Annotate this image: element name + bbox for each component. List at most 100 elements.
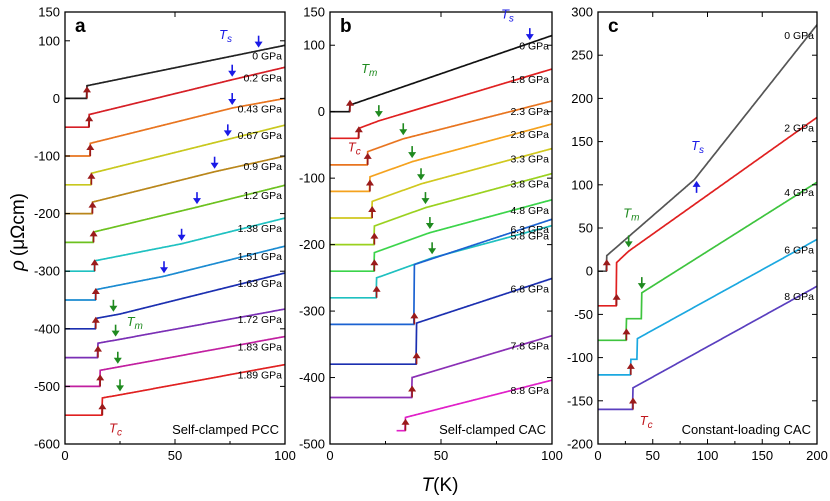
tc-arrow-b-4-head xyxy=(368,206,377,213)
tm-arrow-a-9-head xyxy=(111,330,120,337)
y-tick-label-b-5: -300 xyxy=(299,304,325,319)
curve-label-a-8: 1.63 GPa xyxy=(238,278,283,290)
tc-label-c: Tc xyxy=(640,413,653,431)
tc-arrow-a-9-head xyxy=(94,345,102,352)
tc-arrow-b-8-head xyxy=(410,312,419,319)
x-tick-label-b-0: 0 xyxy=(326,448,333,463)
series-line-a-1 xyxy=(65,66,285,129)
panel-title-b: Self-clamped CAC xyxy=(439,422,546,437)
tm-arrow-a-8-head xyxy=(109,305,118,312)
ts-arrow-a-3-head xyxy=(223,130,232,137)
y-tick-label-b-1: 100 xyxy=(303,38,325,53)
curve-label-b-8: 6.3 GPa xyxy=(510,224,549,236)
ts-label-c: Ts xyxy=(691,138,704,156)
x-tick-label-c-4: 200 xyxy=(806,448,828,463)
ts-arrow-a-0-head xyxy=(254,41,263,48)
ts-arrow-a-1-head xyxy=(228,70,237,77)
tc-label-b: Tc xyxy=(348,140,361,158)
ts-arrow-b-0-head xyxy=(525,34,534,41)
tm-arrow-c-2-head xyxy=(637,283,646,290)
y-tick-label-a-8: -600 xyxy=(34,437,60,452)
panel-letter-c: c xyxy=(608,16,619,37)
curve-label-b-10: 7.8 GPa xyxy=(510,341,549,353)
tc-arrow-a-6-head xyxy=(90,259,99,266)
series-line-b-2 xyxy=(330,100,552,166)
y-tick-label-c-9: -150 xyxy=(567,393,593,408)
series-line-a-6 xyxy=(65,217,285,273)
ts-arrow-c-0-head xyxy=(692,180,701,187)
y-tick-label-a-2: 0 xyxy=(53,91,60,106)
panel-b: 0 50 100 150 100 0 -100 -200 -300 -400 -500 0 GPa 1.… xyxy=(299,5,563,464)
y-tick-label-a-7: -500 xyxy=(34,379,60,394)
tm-arrow-b-6-head xyxy=(425,223,434,230)
tc-arrow-a-7-head xyxy=(91,288,100,294)
curve-label-a-1: 0.2 GPa xyxy=(243,72,282,84)
tc-arrow-a-2-head xyxy=(86,144,95,150)
ts-label-b: Ts xyxy=(501,7,514,25)
tc-arrow-b-11-head xyxy=(401,418,410,425)
ts-arrow-a-4-head xyxy=(210,162,219,169)
series-line-a-8 xyxy=(65,272,285,330)
curve-label-c-3: 6 GPa xyxy=(784,244,814,256)
curve-label-b-5: 3.8 GPa xyxy=(510,179,549,191)
panel-title-a: Self-clamped PCC xyxy=(172,422,279,437)
x-axis-title: T(K) xyxy=(422,475,459,496)
y-tick-label-a-0: 150 xyxy=(38,5,60,20)
tc-arrow-a-4-head xyxy=(88,201,97,208)
series-line-a-2 xyxy=(65,97,285,157)
tm-arrow-b-4-head xyxy=(417,174,426,181)
panel-letter-b: b xyxy=(340,16,352,37)
tc-arrow-a-0-head xyxy=(83,86,91,93)
x-tick-label-a-0: 0 xyxy=(61,448,68,463)
y-tick-label-c-6: 0 xyxy=(586,264,593,279)
tm-arrow-b-7-head xyxy=(428,248,437,255)
curves-c xyxy=(598,24,817,411)
x-tick-label-c-3: 150 xyxy=(751,448,773,463)
panel-c: 0 50 100 150 200 300 250 200 150 100 50 0 -50 -100 -15… xyxy=(567,5,828,464)
curve-label-c-2: 4 GPa xyxy=(784,187,814,199)
curve-label-c-1: 2 GPa xyxy=(784,122,814,134)
tm-label-a: Tm xyxy=(127,314,143,332)
tm-arrow-a-10-head xyxy=(113,357,122,364)
series-line-b-10 xyxy=(330,334,552,399)
tm-arrow-b-1-head xyxy=(374,111,383,118)
x-tick-label-a-2: 100 xyxy=(274,448,296,463)
curves-b xyxy=(330,34,552,432)
y-tick-label-c-5: 50 xyxy=(579,221,593,236)
y-tick-label-c-10: -200 xyxy=(567,437,593,452)
series-line-b-0 xyxy=(330,34,552,113)
tm-arrow-b-3-head xyxy=(408,152,417,159)
y-tick-label-a-1: 100 xyxy=(38,33,60,48)
curve-label-b-6: 4.8 GPa xyxy=(510,205,549,217)
x-tick-label-c-1: 50 xyxy=(646,448,660,463)
tc-arrow-b-7-head xyxy=(372,285,381,292)
ts-arrow-a-7-head xyxy=(160,267,168,274)
curve-label-b-9: 6.8 GPa xyxy=(510,283,549,295)
ts-label-a: Ts xyxy=(219,27,232,45)
y-tick-label-a-6: -400 xyxy=(34,321,60,336)
curve-label-c-0: 0 GPa xyxy=(784,30,814,42)
tm-arrow-b-5-head xyxy=(421,198,430,205)
tm-arrow-a-11-head xyxy=(116,385,124,392)
tc-arrow-a-5-head xyxy=(89,230,98,237)
series-line-b-3 xyxy=(330,123,552,193)
tc-arrow-a-11-head xyxy=(98,403,107,410)
y-tick-label-a-5: -300 xyxy=(34,264,60,279)
curve-label-b-7: 5.8 GPa xyxy=(510,231,549,243)
curve-label-a-10: 1.83 GPa xyxy=(238,342,283,354)
curve-label-a-9: 1.72 GPa xyxy=(238,314,283,326)
y-tick-label-c-8: -100 xyxy=(567,350,593,365)
x-tick-label-a-1: 50 xyxy=(168,448,182,463)
tc-arrow-b-5-head xyxy=(370,232,379,239)
series-line-a-0 xyxy=(65,44,285,100)
y-tick-label-b-6: -400 xyxy=(299,370,325,385)
y-tick-label-b-3: -100 xyxy=(299,171,325,186)
series-line-b-11 xyxy=(396,379,552,432)
series-line-a-7 xyxy=(65,245,285,301)
x-tick-label-c-0: 0 xyxy=(594,448,601,463)
curve-label-c-4: 8 GPa xyxy=(784,291,814,303)
y-axis-title: ρ(μΩcm) xyxy=(8,193,29,272)
tm-label-b: Tm xyxy=(361,61,377,79)
y-tick-label-c-3: 150 xyxy=(571,134,593,149)
tc-arrow-c-1-head xyxy=(612,293,621,300)
